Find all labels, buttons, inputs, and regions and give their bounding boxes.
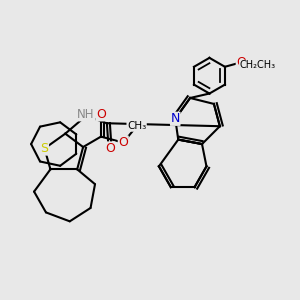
Text: O: O (236, 56, 246, 69)
Text: N: N (171, 112, 180, 125)
Text: O: O (105, 142, 115, 155)
Text: O: O (96, 108, 106, 121)
Text: S: S (40, 142, 49, 155)
Text: CH₂CH₃: CH₂CH₃ (239, 60, 276, 70)
Text: NH: NH (77, 108, 95, 121)
Text: O: O (118, 136, 128, 149)
Text: CH₃: CH₃ (127, 121, 146, 131)
